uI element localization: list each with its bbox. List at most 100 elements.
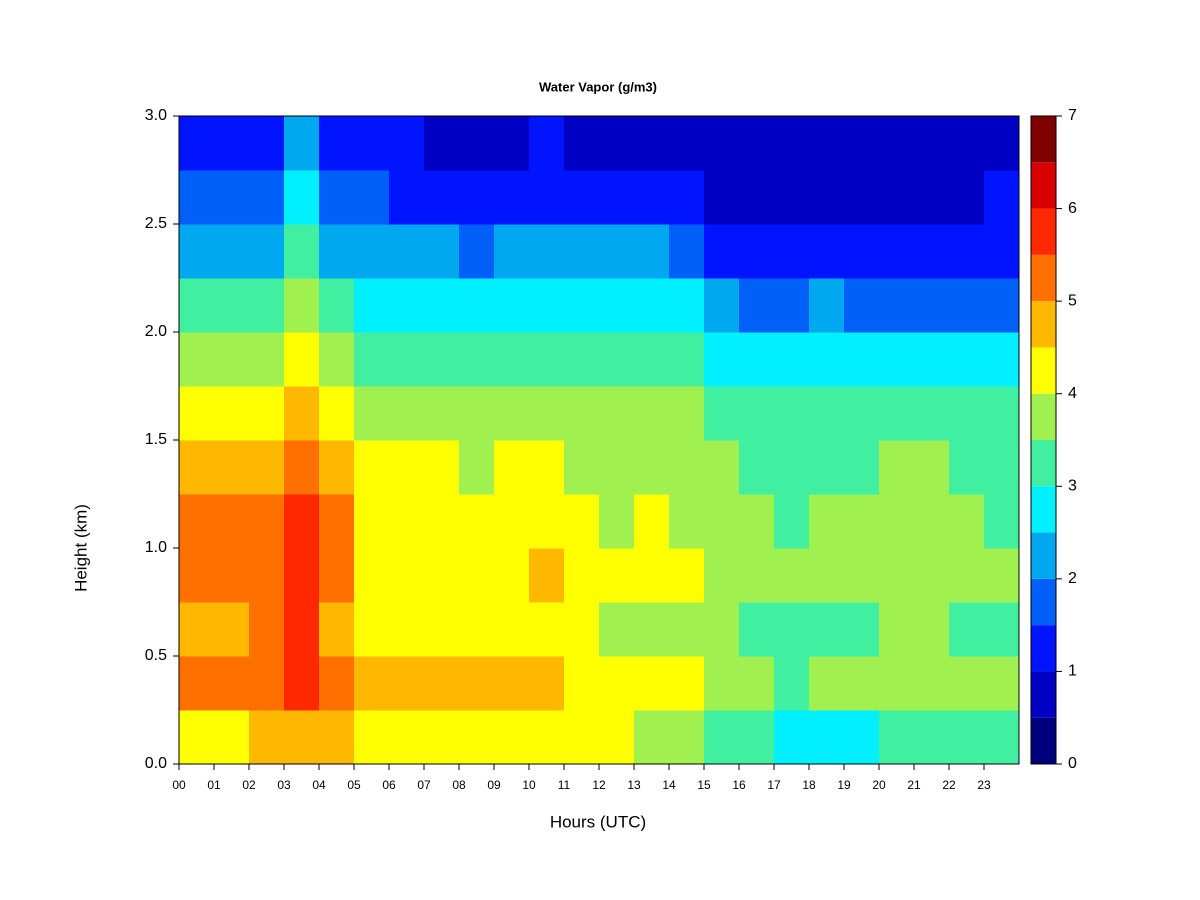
colorbar-swatch: [1031, 625, 1056, 672]
heat-cell: [319, 278, 355, 333]
colorbar-tick-label: 4: [1068, 385, 1077, 402]
x-tick-label: 03: [277, 778, 291, 792]
heat-cell: [529, 494, 565, 549]
heat-cell: [564, 440, 600, 495]
heat-cell: [809, 548, 845, 603]
x-tick-label: 06: [382, 778, 396, 792]
heat-cell: [354, 710, 390, 765]
heat-cell: [914, 116, 950, 171]
heat-cell: [459, 494, 495, 549]
heat-cell: [914, 332, 950, 387]
heat-cell: [879, 278, 915, 333]
heat-cell: [459, 224, 495, 279]
heat-cell: [599, 332, 635, 387]
heat-cell: [634, 548, 670, 603]
heat-cell: [179, 224, 215, 279]
y-tick-label: 0.5: [145, 647, 167, 664]
colorbar-tick-label: 6: [1068, 200, 1077, 217]
heat-cell: [669, 440, 705, 495]
heat-cell: [389, 656, 425, 711]
heat-cell: [809, 494, 845, 549]
heat-cell: [914, 224, 950, 279]
heat-cell: [319, 656, 355, 711]
heat-cell: [809, 656, 845, 711]
heat-cell: [494, 386, 530, 441]
heat-cell: [424, 494, 460, 549]
heat-cell: [424, 602, 460, 657]
heat-cell: [844, 278, 880, 333]
y-tick-label: 1.0: [145, 539, 167, 556]
heat-cell: [704, 116, 740, 171]
x-tick-label: 15: [697, 778, 711, 792]
heat-cell: [459, 548, 495, 603]
heat-cell: [774, 170, 810, 225]
heat-cell: [564, 602, 600, 657]
heat-cell: [389, 224, 425, 279]
heat-cell: [634, 386, 670, 441]
heat-cell: [739, 116, 775, 171]
heat-cell: [389, 602, 425, 657]
heat-cell: [739, 332, 775, 387]
heat-cell: [389, 170, 425, 225]
heat-cell: [249, 602, 285, 657]
colorbar-tick-label: 7: [1068, 107, 1077, 124]
heat-cell: [949, 386, 985, 441]
heat-cell: [179, 170, 215, 225]
heat-cell: [494, 332, 530, 387]
heat-cell: [949, 278, 985, 333]
heat-cell: [669, 548, 705, 603]
heat-cell: [284, 656, 320, 711]
heat-cell: [214, 224, 250, 279]
heat-cell: [879, 332, 915, 387]
heat-cell: [564, 278, 600, 333]
x-tick-label: 14: [662, 778, 676, 792]
heat-cell: [669, 224, 705, 279]
colorbar-frame: [1030, 115, 1057, 765]
heat-cell: [739, 224, 775, 279]
heat-cell: [354, 656, 390, 711]
heat-cell: [809, 602, 845, 657]
heat-cell: [389, 548, 425, 603]
heat-cell: [214, 332, 250, 387]
heat-cell: [844, 224, 880, 279]
heat-cell: [949, 170, 985, 225]
x-tick-label: 19: [837, 778, 851, 792]
heat-cell: [179, 332, 215, 387]
heat-cell: [354, 170, 390, 225]
heat-cell: [879, 494, 915, 549]
heat-cell: [739, 170, 775, 225]
heat-cell: [389, 710, 425, 765]
heat-cell: [774, 440, 810, 495]
heat-cell: [984, 332, 1020, 387]
heat-cell: [354, 548, 390, 603]
x-tick-label: 08: [452, 778, 466, 792]
heat-cell: [704, 224, 740, 279]
heat-cell: [879, 386, 915, 441]
heat-cell: [914, 602, 950, 657]
heat-cell: [634, 224, 670, 279]
heat-cell: [774, 656, 810, 711]
heat-cell: [669, 656, 705, 711]
heat-cell: [669, 386, 705, 441]
heat-cell: [494, 602, 530, 657]
heat-cell: [529, 116, 565, 171]
heat-cell: [669, 116, 705, 171]
colorbar-tick-label: 2: [1068, 570, 1077, 587]
heat-cell: [599, 278, 635, 333]
heat-cell: [319, 224, 355, 279]
heat-cell: [914, 170, 950, 225]
y-tick-label: 2.0: [145, 323, 167, 340]
heat-cell: [984, 170, 1020, 225]
heat-cell: [984, 494, 1020, 549]
heat-cell: [739, 656, 775, 711]
heat-cell: [354, 332, 390, 387]
heat-cell: [774, 548, 810, 603]
heat-cell: [249, 440, 285, 495]
heat-cell: [914, 494, 950, 549]
heat-cell: [949, 548, 985, 603]
heat-cell: [564, 224, 600, 279]
heat-cell: [774, 710, 810, 765]
heat-cell: [319, 494, 355, 549]
y-axis-label: Height (km): [71, 504, 90, 592]
heat-cell: [529, 656, 565, 711]
